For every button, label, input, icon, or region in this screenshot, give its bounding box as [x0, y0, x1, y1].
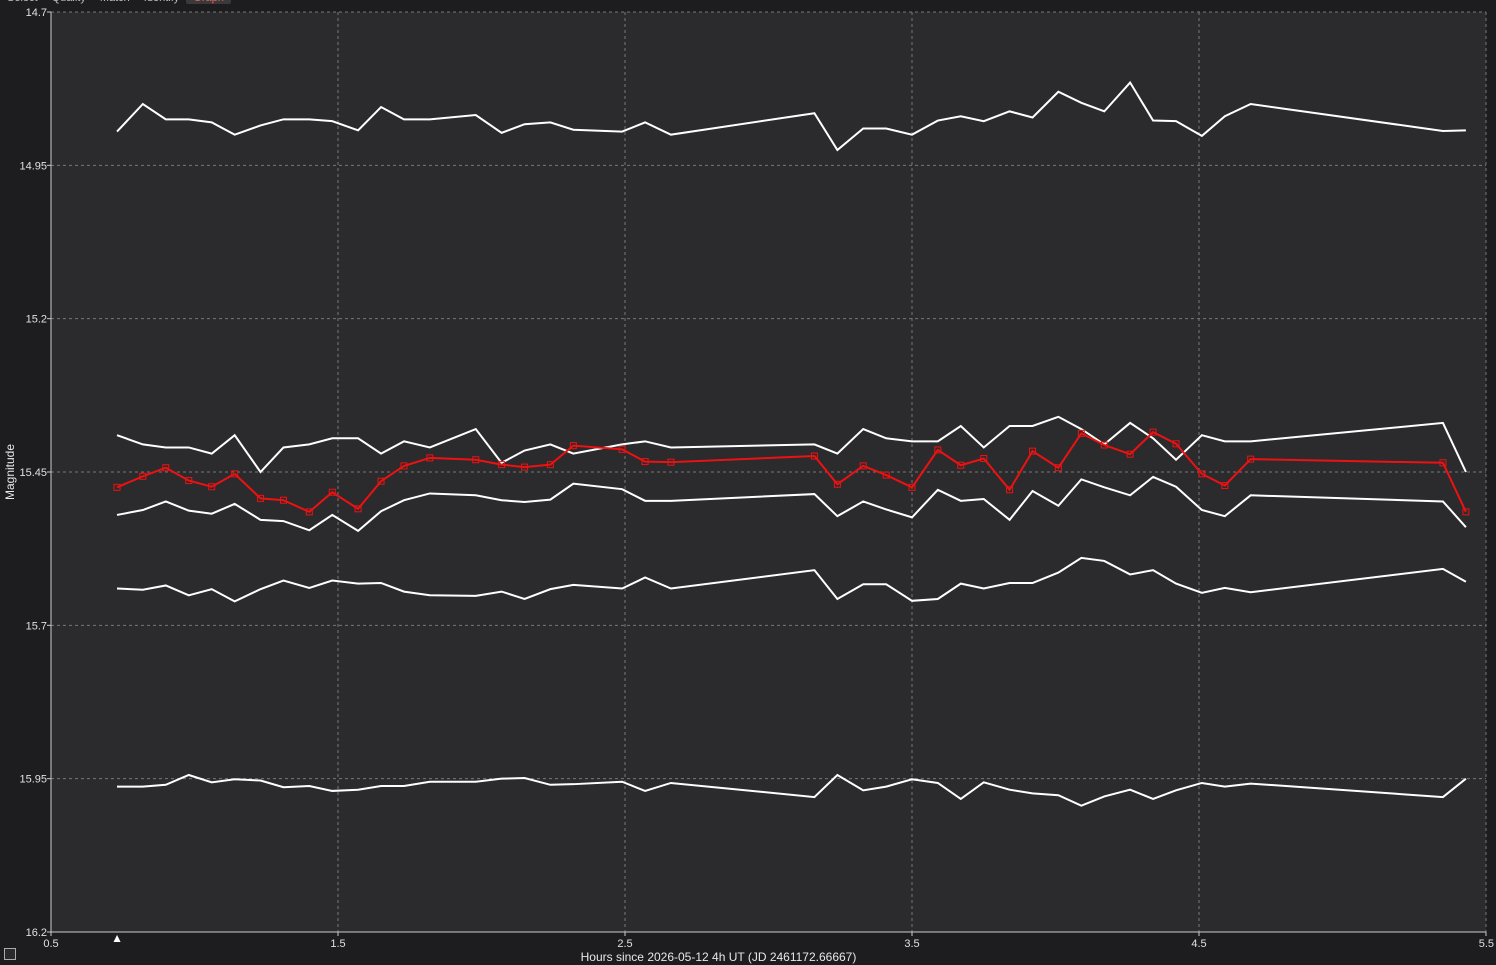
target-data-point[interactable]	[957, 461, 965, 469]
target-data-point[interactable]	[328, 488, 336, 496]
target-data-point[interactable]	[231, 470, 239, 478]
comparison-star-line-5	[117, 773, 1467, 807]
series-layer	[113, 80, 1470, 807]
target-data-point[interactable]	[934, 446, 942, 454]
target-data-point[interactable]	[641, 458, 649, 466]
x-tick-label: 2.5	[617, 938, 632, 950]
tab-select[interactable]: Select	[0, 0, 45, 4]
target-data-point[interactable]	[569, 442, 577, 450]
target-data-point[interactable]	[859, 462, 867, 470]
y-tick-label: 15.45	[19, 467, 47, 479]
target-data-point[interactable]	[162, 464, 170, 472]
target-data-point[interactable]	[546, 461, 554, 469]
target-data-point[interactable]	[1054, 464, 1062, 472]
target-data-point[interactable]	[113, 483, 121, 491]
target-data-point[interactable]	[1172, 440, 1180, 448]
target-data-point[interactable]	[810, 452, 818, 460]
target-data-point[interactable]	[1077, 429, 1085, 437]
target-data-point[interactable]	[257, 494, 265, 502]
y-tick-label: 14.7	[26, 7, 47, 19]
target-data-point[interactable]	[1100, 441, 1108, 449]
y-tick-label: 16.2	[26, 927, 47, 939]
target-data-point[interactable]	[377, 477, 385, 485]
axes: 14.7 14.95 15.2 15.45 15.7 15.95 16.20.5 1.5 2.5…	[19, 7, 1494, 950]
x-tick-label: 1.5	[330, 938, 345, 950]
tab-quality[interactable]: Quality	[45, 0, 93, 4]
target-data-point[interactable]	[1198, 470, 1206, 478]
tab-graph[interactable]: Graph	[186, 0, 231, 4]
target-data-point[interactable]	[1439, 459, 1447, 467]
target-data-point[interactable]	[400, 462, 408, 470]
target-data-point[interactable]	[618, 445, 626, 453]
target-data-point[interactable]	[1462, 508, 1470, 516]
x-axis-label: Hours since 2026-05-12 4h UT (JD 2461172…	[581, 950, 857, 964]
tab-match[interactable]: Match	[93, 0, 137, 4]
target-data-point[interactable]	[185, 477, 193, 485]
target-data-point[interactable]	[279, 496, 287, 504]
target-data-point[interactable]	[139, 472, 147, 480]
target-data-point[interactable]	[426, 454, 434, 462]
target-data-point[interactable]	[1126, 450, 1134, 458]
expand-panel-button[interactable]	[4, 948, 16, 960]
target-data-point[interactable]	[354, 505, 362, 513]
comparison-star-line-2	[116, 415, 1467, 474]
x-tick-label: 0.5	[43, 938, 58, 950]
comparison-star-line-4	[116, 556, 1467, 603]
x-tick-label: 5.5	[1479, 938, 1494, 950]
x-tick-label: 4.5	[1191, 938, 1206, 950]
target-data-point[interactable]	[908, 483, 916, 491]
target-data-point[interactable]	[1221, 481, 1229, 489]
y-tick-label: 15.95	[19, 774, 47, 786]
y-tick-label: 14.95	[19, 160, 47, 172]
y-axis-label: Magnitude	[3, 444, 17, 500]
y-tick-label: 15.7	[26, 620, 47, 632]
x-tick-label: 3.5	[904, 938, 919, 950]
target-data-point[interactable]	[882, 471, 890, 479]
time-marker-icon[interactable]: ▲	[111, 931, 123, 945]
comparison-star-line-1	[116, 80, 1466, 152]
target-data-point[interactable]	[208, 483, 216, 491]
target-data-point[interactable]	[833, 480, 841, 488]
tab-identify[interactable]: Identify	[137, 0, 186, 4]
target-data-point[interactable]	[1006, 486, 1014, 494]
target-data-point[interactable]	[521, 463, 529, 471]
target-data-point[interactable]	[305, 508, 313, 516]
target-data-point[interactable]	[472, 456, 480, 464]
tab-bar: SelectQualityMatchIdentifyGraph	[0, 0, 231, 4]
target-star-line	[116, 430, 1467, 514]
target-data-point[interactable]	[1029, 447, 1037, 455]
target-data-point[interactable]	[498, 461, 506, 469]
y-tick-label: 15.2	[26, 314, 47, 326]
comparison-star-line-3	[116, 475, 1467, 533]
target-data-point[interactable]	[667, 458, 675, 466]
target-data-point[interactable]	[1149, 428, 1157, 436]
target-data-point[interactable]	[980, 455, 988, 463]
target-data-point[interactable]	[1247, 455, 1255, 463]
